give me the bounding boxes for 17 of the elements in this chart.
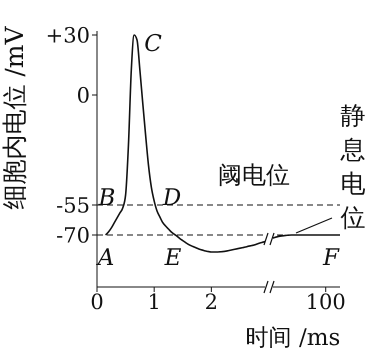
- ref-line-label: 阈电位: [218, 161, 290, 189]
- x-axis-title: 时间 /ms: [246, 325, 340, 350]
- y-axis-title: 细胞内电位 /mV: [0, 25, 29, 210]
- y-tick-label: -70: [56, 223, 90, 248]
- annotation: D: [162, 185, 182, 211]
- y-tick-label: +30: [46, 23, 90, 48]
- annotation: B: [98, 185, 116, 211]
- ref-line-label: 静息电位: [340, 101, 366, 232]
- annotation: E: [164, 245, 182, 271]
- annotation: F: [322, 245, 340, 271]
- annotation: A: [96, 245, 114, 271]
- x-tick-label: 1: [147, 290, 161, 314]
- y-tick-label: 0: [76, 83, 90, 108]
- annotation: C: [144, 31, 162, 57]
- x-tick-label: 100: [306, 290, 346, 314]
- y-tick-label: -55: [56, 193, 90, 218]
- x-tick-label: 2: [204, 290, 218, 314]
